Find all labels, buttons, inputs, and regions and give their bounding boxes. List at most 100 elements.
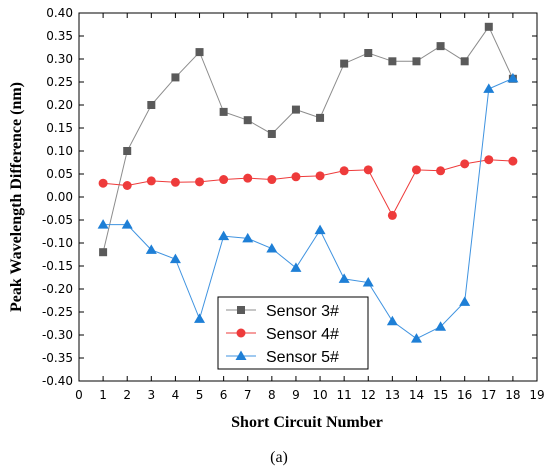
- data-point: [169, 253, 181, 264]
- legend-marker: [237, 306, 245, 314]
- data-point: [290, 262, 302, 272]
- legend-label: Sensor 4#: [266, 326, 339, 343]
- y-tick-label: 0.10: [46, 144, 73, 158]
- series-line: [103, 77, 514, 340]
- data-point: [484, 22, 493, 31]
- x-tick-label: 16: [457, 388, 472, 402]
- data-point: [266, 243, 278, 253]
- legend: Sensor 3# Sensor 4# Sensor 5#: [217, 296, 369, 370]
- data-point: [291, 105, 300, 114]
- data-point: [314, 224, 326, 235]
- x-tick-label: 17: [481, 388, 496, 402]
- data-point: [387, 210, 397, 220]
- data-point: [219, 175, 229, 185]
- data-point: [315, 171, 325, 181]
- data-point: [340, 59, 349, 68]
- x-tick-label: 3: [147, 388, 155, 402]
- data-point: [291, 172, 301, 182]
- y-tick-label: -0.15: [42, 259, 73, 273]
- series-line: [102, 25, 514, 253]
- data-point: [436, 166, 446, 176]
- data-point: [339, 166, 349, 176]
- x-tick-label: 10: [312, 388, 327, 402]
- y-tick-label: 0.20: [46, 98, 73, 112]
- data-point: [218, 230, 230, 241]
- y-tick-label: 0.30: [46, 52, 73, 66]
- data-point: [195, 48, 204, 57]
- data-point: [412, 57, 421, 66]
- data-point: [195, 177, 205, 187]
- data-point: [122, 181, 132, 190]
- data-point: [316, 113, 325, 122]
- y-tick-label: -0.10: [42, 236, 73, 250]
- x-tick-label: 14: [409, 388, 424, 402]
- data-point: [267, 129, 276, 138]
- y-axis-title: Peak Wavelength Difference (nm): [8, 82, 25, 312]
- data-point: [97, 219, 109, 229]
- y-tick-label: 0.25: [46, 75, 73, 89]
- data-point: [363, 165, 373, 175]
- y-tick-label: 0.15: [46, 121, 73, 135]
- data-point: [507, 72, 519, 83]
- data-point: [147, 101, 156, 109]
- x-tick-label: 5: [196, 388, 204, 402]
- y-tick-label: -0.30: [42, 328, 73, 342]
- series-layer: [97, 22, 519, 343]
- data-point: [123, 147, 132, 155]
- data-point: [194, 313, 206, 323]
- data-point: [99, 248, 108, 257]
- data-point: [460, 57, 469, 66]
- data-point: [219, 107, 228, 116]
- data-point: [145, 244, 157, 254]
- x-tick-label: 7: [244, 388, 252, 402]
- data-point: [171, 73, 180, 82]
- series-1: [99, 22, 517, 257]
- figure-caption: (a): [270, 449, 288, 466]
- x-tick-label: 8: [268, 388, 276, 402]
- data-point: [435, 321, 447, 331]
- data-point: [338, 273, 350, 283]
- x-axis: 0 1 2 3 4 5 6 7 8 9 10 11 12 13 14 15 16 17 18 19: [75, 13, 545, 402]
- y-tick-label: -0.35: [42, 351, 73, 365]
- data-point: [362, 277, 374, 287]
- x-tick-label: 2: [123, 388, 131, 402]
- y-tick-label: -0.20: [42, 282, 73, 296]
- data-point: [170, 177, 180, 187]
- data-point: [388, 57, 397, 66]
- data-point: [267, 175, 277, 185]
- data-point: [146, 176, 156, 186]
- data-point: [243, 173, 253, 183]
- x-tick-label: 12: [361, 388, 376, 402]
- x-tick-label: 19: [529, 388, 544, 402]
- data-point: [98, 178, 108, 188]
- data-point: [243, 116, 252, 125]
- data-point: [508, 156, 518, 166]
- y-tick-label: -0.40: [42, 374, 73, 388]
- x-tick-label: 11: [337, 388, 352, 402]
- x-tick-label: 18: [505, 388, 520, 402]
- data-point: [483, 83, 495, 93]
- legend-marker: [236, 328, 246, 338]
- x-tick-label: 6: [220, 388, 228, 402]
- data-point: [460, 159, 470, 169]
- series-line: [103, 159, 513, 217]
- y-tick-label: -0.25: [42, 305, 73, 319]
- data-point: [364, 49, 373, 58]
- data-point: [410, 333, 422, 343]
- x-tick-label: 4: [172, 388, 180, 402]
- x-tick-label: 0: [75, 388, 83, 402]
- data-point: [436, 42, 445, 51]
- series-2: [98, 155, 518, 220]
- legend-marker: [235, 350, 247, 360]
- legend-label: Sensor 3#: [266, 303, 339, 320]
- y-axis: 0.40 0.35 0.30 0.25 0.20 0.15 0.10 0.05 0.00 -0.0…: [42, 6, 537, 388]
- data-point: [386, 315, 398, 326]
- data-point: [459, 296, 471, 306]
- series-3: [97, 72, 519, 343]
- y-tick-label: 0.40: [46, 6, 73, 20]
- y-tick-label: 0.05: [46, 167, 73, 181]
- x-tick-label: 1: [99, 388, 107, 402]
- data-point: [242, 232, 254, 243]
- data-point: [411, 165, 421, 175]
